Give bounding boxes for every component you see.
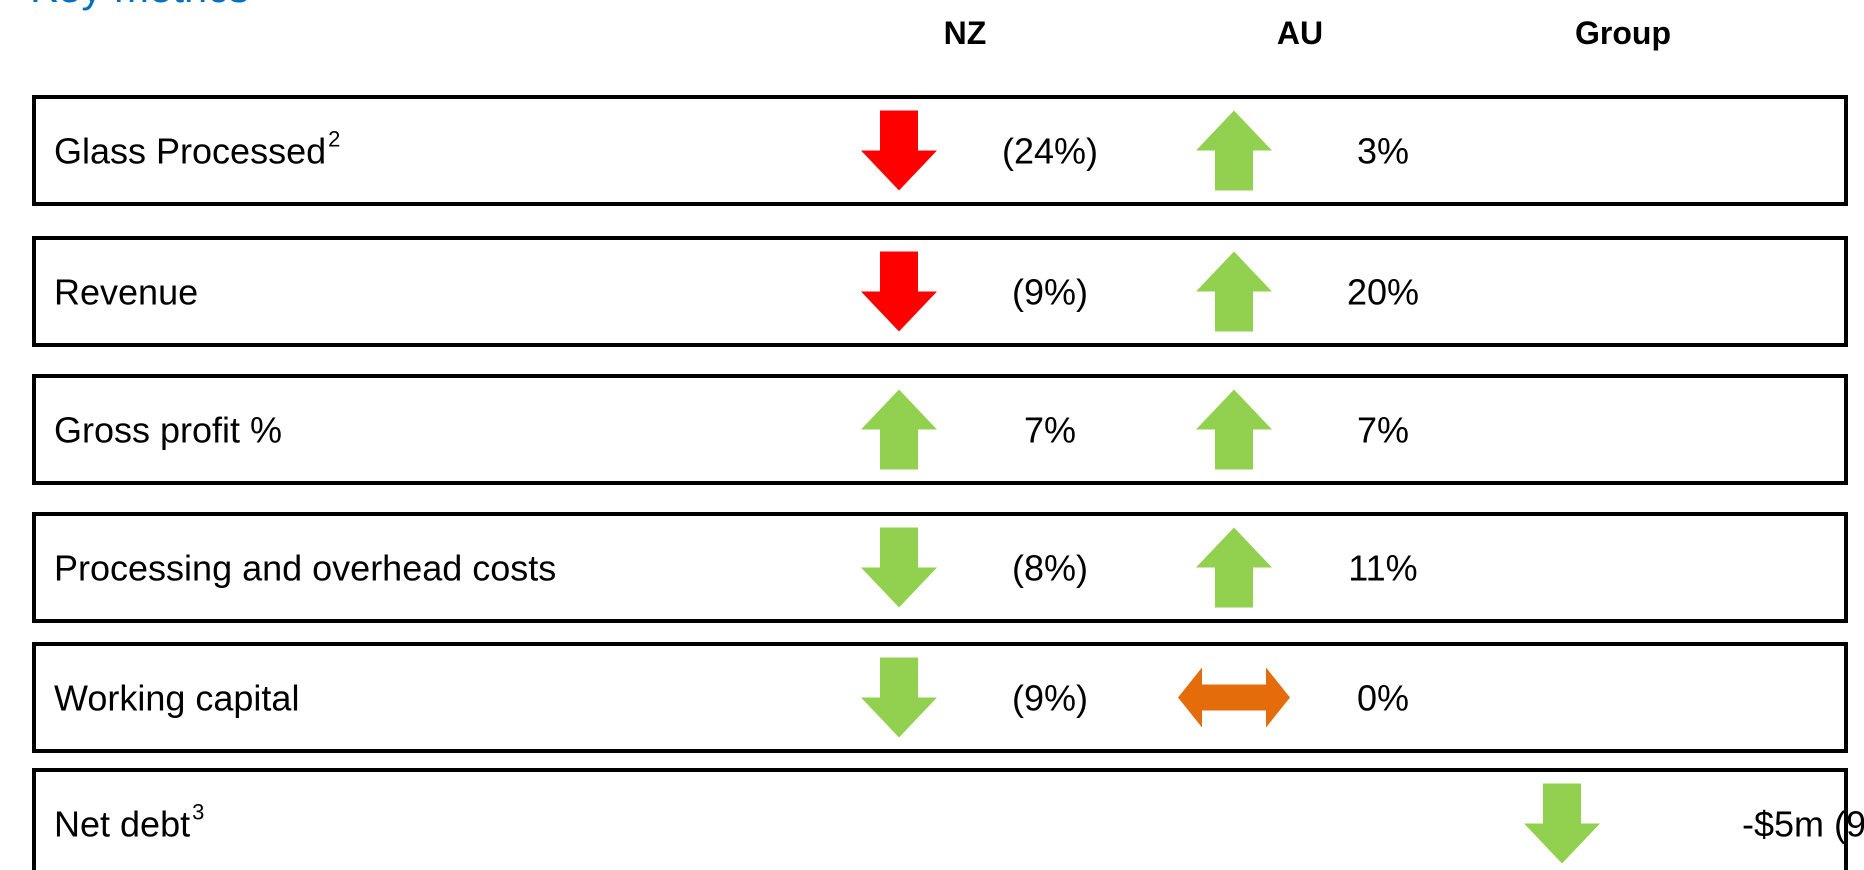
metric-label: Working capital [54, 678, 299, 719]
metric-row-box [32, 374, 1848, 485]
metric-label: Gross profit % [54, 410, 282, 451]
trend-arrow [1524, 783, 1600, 864]
column-header: AU [1277, 15, 1323, 51]
metric-value: 0% [1357, 678, 1409, 719]
metric-value: (9%) [1012, 272, 1088, 313]
metric-value: 11% [1348, 548, 1417, 589]
metric-row-box [32, 236, 1848, 347]
trend-arrow [1196, 389, 1272, 470]
metric-row-box [32, 642, 1848, 753]
metric-value: (9%) [1012, 678, 1088, 719]
metric-value: 7% [1357, 410, 1409, 451]
metric-value: 3% [1357, 131, 1409, 172]
metric-row-box [32, 512, 1848, 623]
trend-arrow [1196, 251, 1272, 332]
footnote-marker: 2 [328, 127, 340, 152]
metric-value: 7% [1024, 410, 1076, 451]
metric-label: Glass Processed [54, 131, 326, 172]
footnote-marker: 3 [192, 800, 204, 825]
metric-label: Net debt [54, 804, 190, 845]
column-header: Group [1575, 15, 1671, 51]
metric-value: (8%) [1012, 548, 1088, 589]
trend-arrow [1196, 527, 1272, 608]
metric-value: 20% [1347, 272, 1419, 313]
trend-arrow [1196, 110, 1272, 191]
metric-row-box [32, 768, 1848, 870]
trend-arrow [861, 251, 937, 332]
metric-value: (24%) [1002, 131, 1098, 172]
slide-title: Key metrics [30, 0, 249, 11]
metric-label: Revenue [54, 272, 198, 313]
trend-arrow [861, 657, 937, 738]
metric-row-box [32, 95, 1848, 206]
metric-value: -$5m (9%) [1742, 804, 1864, 845]
metric-label: Processing and overhead costs [54, 548, 556, 589]
trend-arrow [861, 527, 937, 608]
trend-arrow [861, 389, 937, 470]
trend-arrow [861, 110, 937, 191]
column-header: NZ [944, 15, 987, 51]
trend-arrow [1178, 667, 1290, 728]
